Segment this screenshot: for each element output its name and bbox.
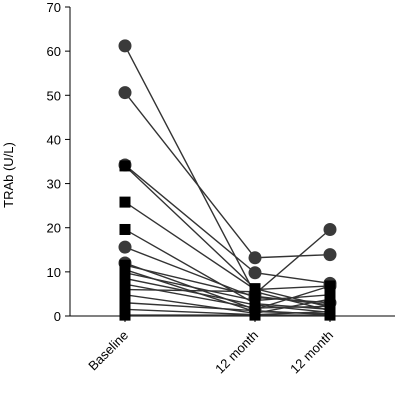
data-point-square [119, 223, 131, 235]
data-point-circle [118, 240, 132, 254]
series-line [124, 45, 331, 296]
data-point-square [119, 272, 131, 284]
data-point-circle [248, 266, 262, 280]
data-point-square [119, 289, 131, 301]
data-point-square [119, 297, 131, 309]
data-point-square [119, 303, 131, 315]
y-tick-label: 40 [47, 132, 61, 147]
data-point-circle [118, 86, 132, 100]
y-tick-label: 0 [54, 309, 61, 324]
data-point-square [324, 280, 336, 292]
data-point-circle [323, 222, 337, 236]
y-tick-label: 70 [47, 0, 61, 15]
y-tick-label: 20 [47, 221, 61, 236]
y-tick-label: 50 [47, 88, 61, 103]
data-point-circle [248, 251, 262, 265]
series-line [124, 92, 331, 259]
axis-labels: 0 10 20 30 40 50 60 70 Baseline 12 month 12 month [47, 0, 337, 376]
data-point-circle [118, 39, 132, 53]
series-line [124, 164, 331, 285]
x-tick-label: 12 month [212, 328, 261, 377]
x-tick-label: Baseline [85, 328, 131, 374]
data-point-square [119, 267, 131, 279]
y-tick-label: 30 [47, 177, 61, 192]
y-tick-label: 60 [47, 44, 61, 59]
x-tick-label: 12 month [287, 328, 336, 377]
data-point-square [119, 160, 131, 172]
series-markers [118, 39, 337, 321]
y-tick-label: 10 [47, 265, 61, 280]
series-line [124, 201, 331, 291]
data-point-circle [323, 248, 337, 262]
data-point-square [119, 309, 131, 321]
y-axis-label: TRAb (U/L) [1, 142, 16, 208]
axes [65, 6, 395, 322]
series-lines [124, 45, 331, 316]
series-line [124, 308, 331, 316]
data-point-square [249, 286, 261, 298]
data-point-square [249, 309, 261, 321]
series-line [124, 165, 331, 308]
data-point-square [324, 293, 336, 305]
data-point-square [324, 309, 336, 321]
data-point-square [119, 196, 131, 208]
